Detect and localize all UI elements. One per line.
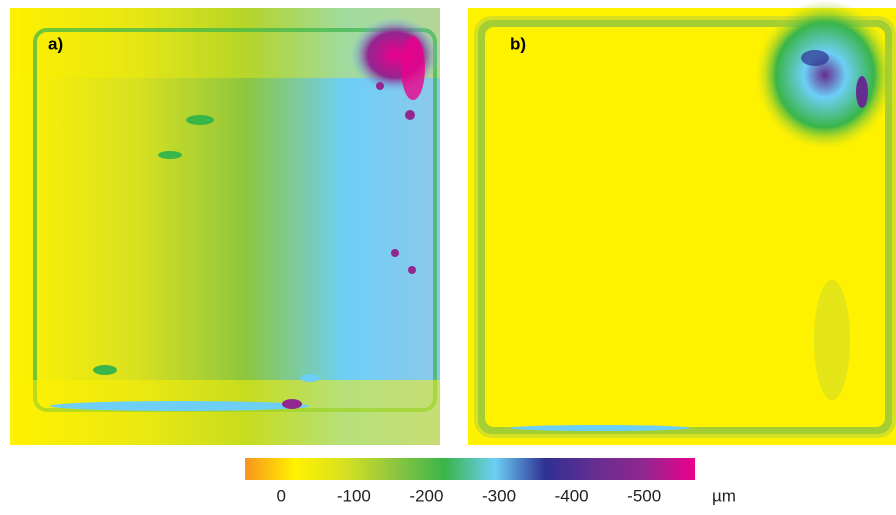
colorbar-tick-label: -300 [482,486,516,505]
panel-a: a) [10,8,440,445]
colorbar [245,458,695,480]
panel-label: a) [48,34,63,53]
colorbar-tick-label: -100 [337,486,371,505]
colorbar-tick-label: 0 [277,486,286,505]
panel-label: b) [510,34,526,53]
colorbar-unit: µm [712,486,736,505]
colorbar-tick-label: -200 [409,486,443,505]
colorbar-tick-label: -400 [555,486,589,505]
colorbar-tick-label: -500 [627,486,661,505]
panel-b: b) [468,0,896,445]
